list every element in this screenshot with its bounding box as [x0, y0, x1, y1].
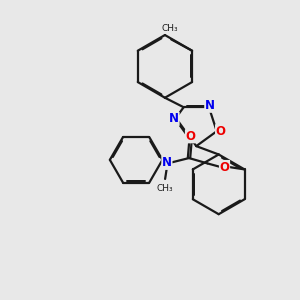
Text: N: N — [205, 99, 215, 112]
Text: N: N — [162, 156, 172, 169]
Text: N: N — [169, 112, 179, 125]
Text: O: O — [220, 160, 230, 173]
Text: O: O — [185, 130, 196, 143]
Text: CH₃: CH₃ — [161, 24, 178, 33]
Text: CH₃: CH₃ — [157, 184, 173, 193]
Text: O: O — [216, 125, 226, 138]
